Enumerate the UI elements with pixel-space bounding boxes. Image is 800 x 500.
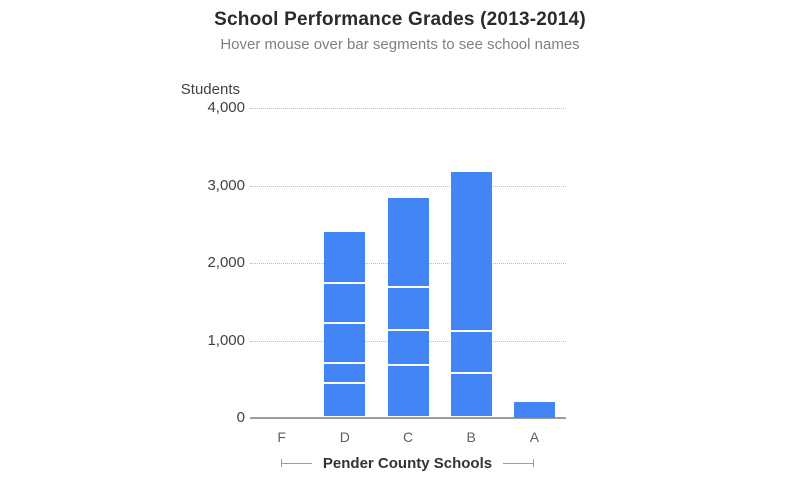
y-tick-label: 3,000 <box>207 176 245 194</box>
y-axis-title: Students <box>180 81 240 98</box>
y-tick-label: 4,000 <box>207 99 245 116</box>
x-tick-label-B: B <box>466 429 476 445</box>
x-tick-label-D: D <box>339 429 350 445</box>
bar-segment-C-3[interactable] <box>387 287 429 330</box>
bar-segment-D-1[interactable] <box>324 383 366 416</box>
bar-segment-B-2[interactable] <box>450 331 492 372</box>
bracket-left-tick <box>281 459 282 467</box>
chart-title: School Performance Grades (2013-2014) <box>214 9 586 30</box>
bar-segment-C-1[interactable] <box>387 365 429 416</box>
bar-segment-D-2[interactable] <box>324 364 366 382</box>
bar-segment-B-4[interactable] <box>450 172 492 243</box>
y-tick-label: 0 <box>236 409 245 426</box>
bracket-left-line <box>282 462 312 464</box>
bar-segment-C-4[interactable] <box>387 242 429 286</box>
bar-segment-D-4[interactable] <box>324 283 366 322</box>
bracket-right-tick <box>533 459 535 467</box>
x-axis-baseline <box>250 417 566 419</box>
y-tick-label: 2,000 <box>207 254 245 271</box>
bar-segment-D-5[interactable] <box>324 248 366 282</box>
gridline-3000 <box>250 185 566 187</box>
bar-segment-D-6[interactable] <box>324 232 366 249</box>
x-tick-label-C: C <box>402 429 414 445</box>
bar-segment-B-1[interactable] <box>450 373 492 416</box>
bracket-right-line <box>503 462 534 464</box>
bar-segment-C-5[interactable] <box>387 198 429 243</box>
bar-segment-D-3[interactable] <box>324 323 366 363</box>
y-tick-label: 1,000 <box>207 331 245 349</box>
x-tick-label-A: A <box>529 429 540 445</box>
gridline-4000 <box>250 108 566 109</box>
x-tick-label-F: F <box>277 429 286 445</box>
chart-subtitle: Hover mouse over bar segments to see sch… <box>220 36 580 53</box>
x-axis-group-bracket: Pender County Schools <box>281 454 535 472</box>
bar-segment-A-1[interactable] <box>513 402 555 418</box>
bar-segment-C-2[interactable] <box>387 331 429 364</box>
bar-segment-B-3[interactable] <box>450 242 492 330</box>
x-axis-title: Pender County Schools <box>322 454 493 472</box>
